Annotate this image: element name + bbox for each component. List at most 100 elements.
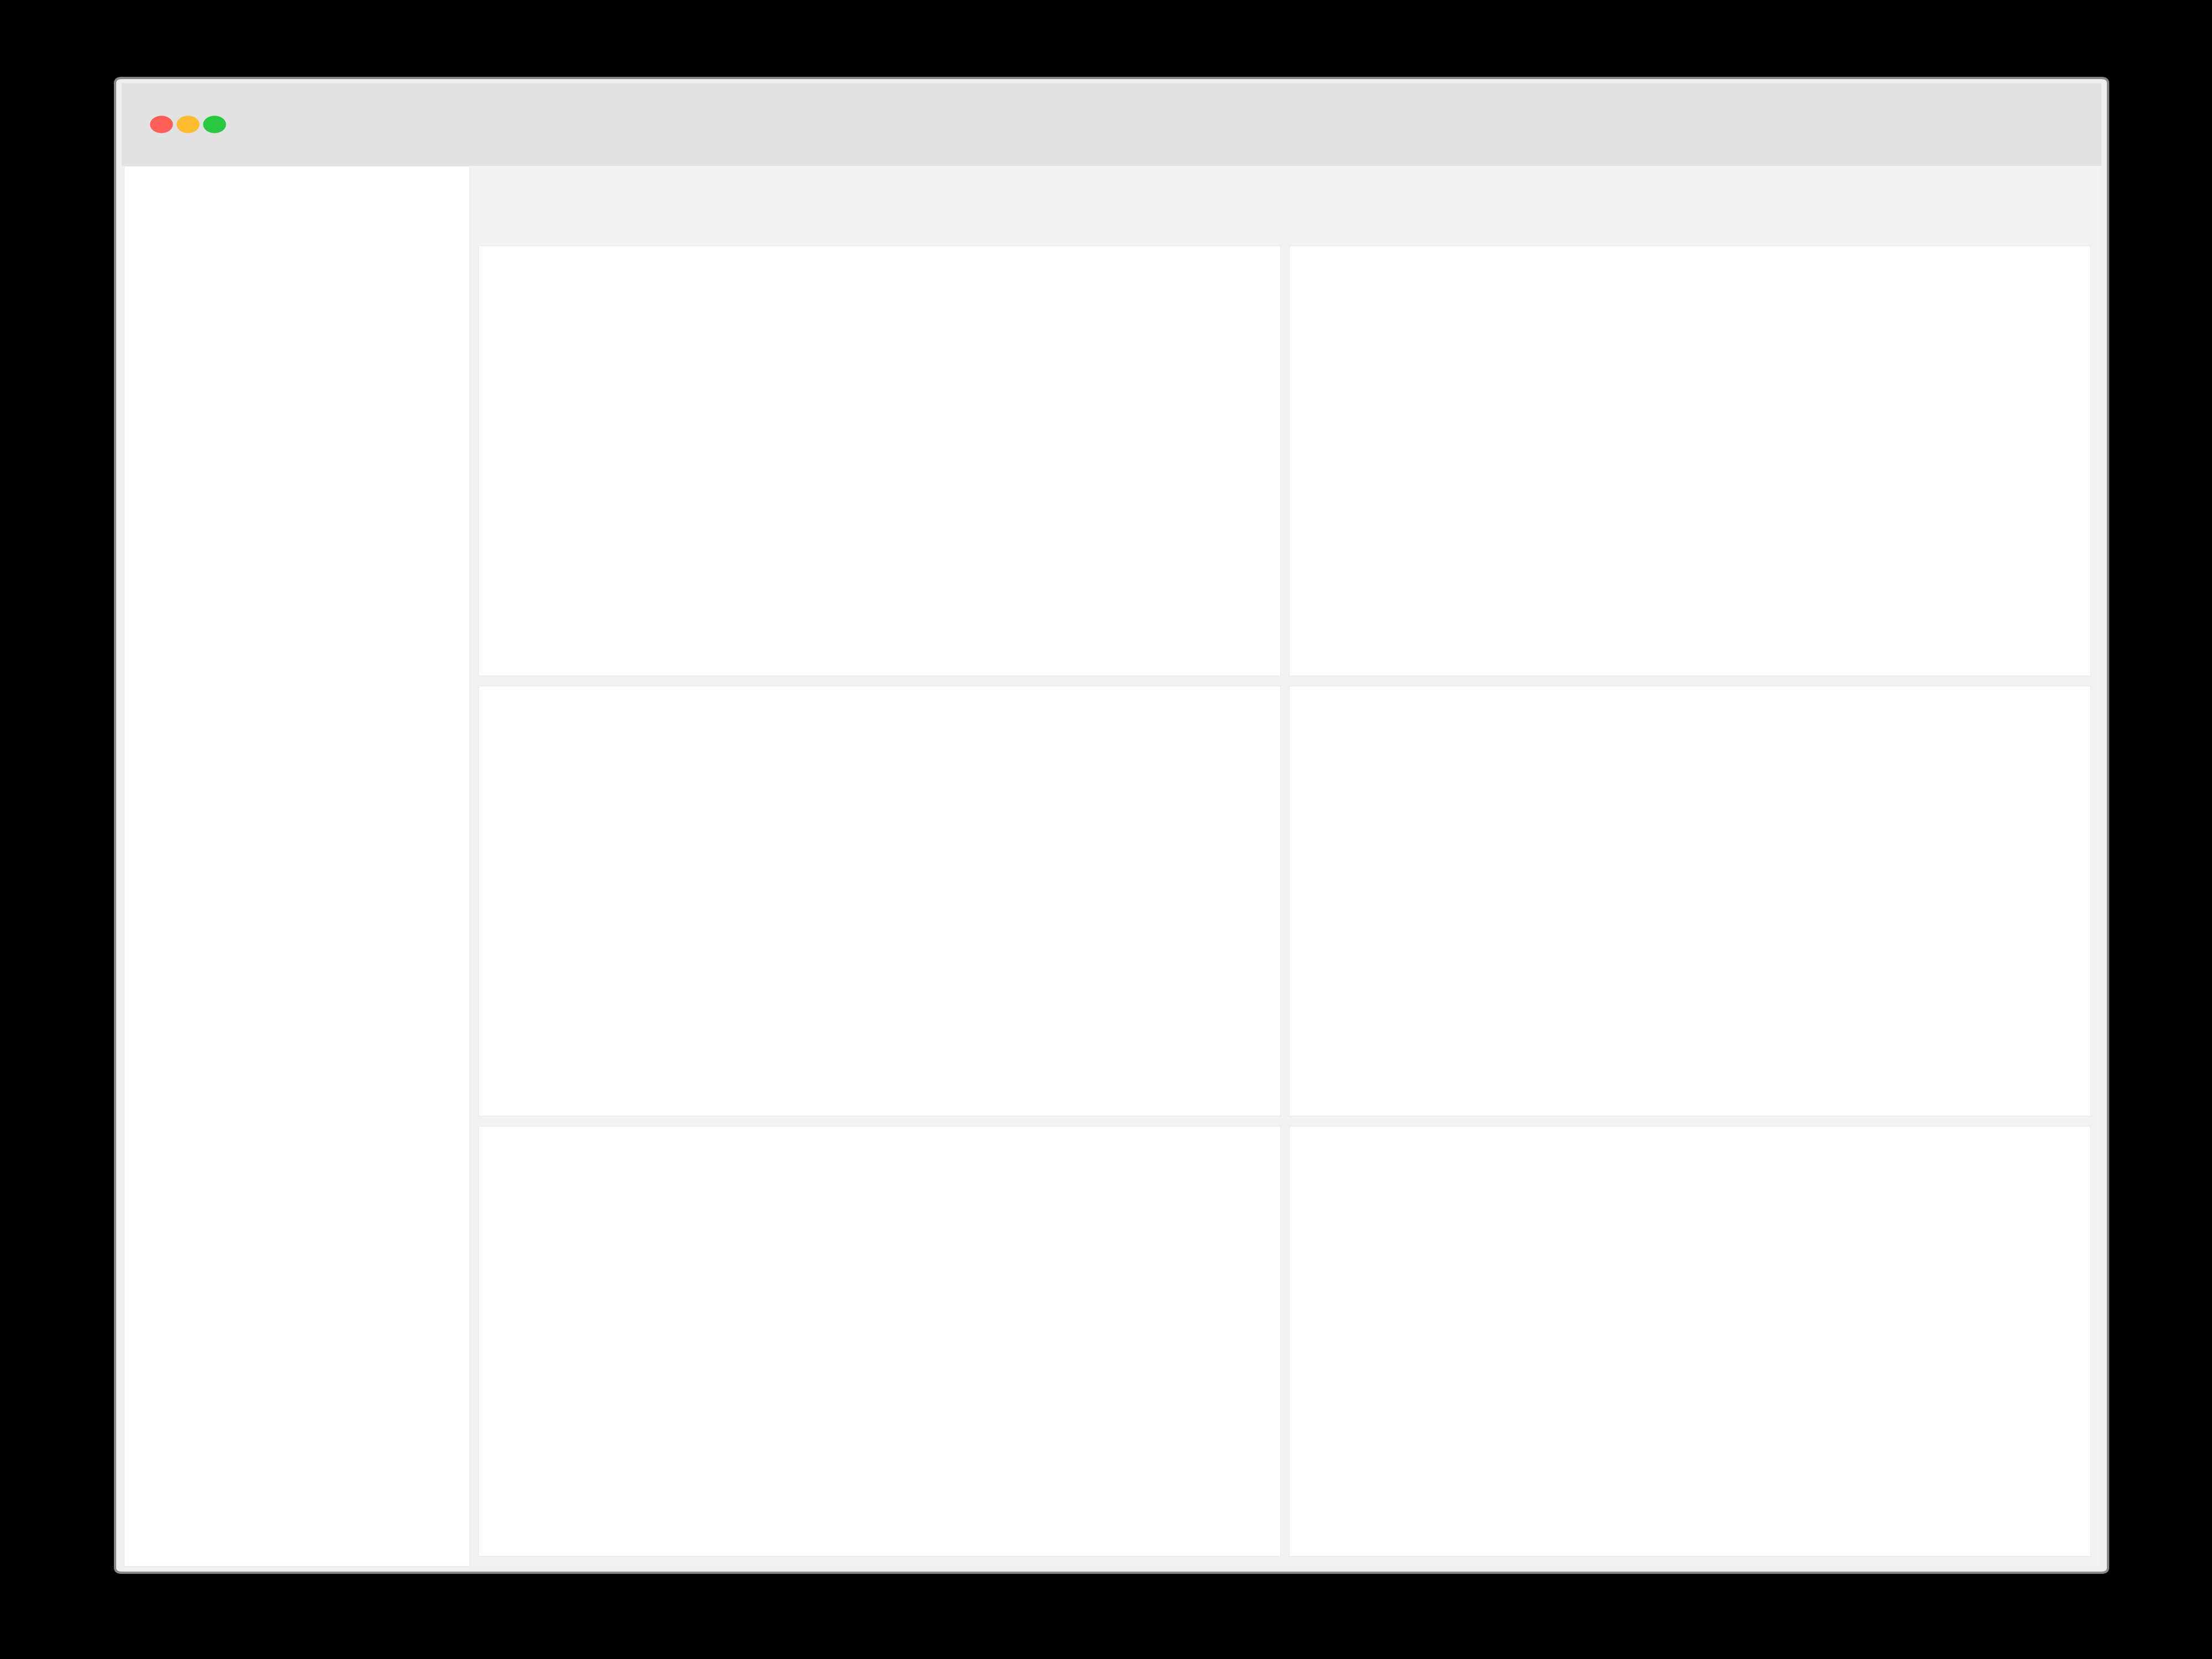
Text: Recruitment Management: Recruitment Management [199,1161,274,1166]
Text: ●: ● [166,455,168,458]
Bar [787,994,823,1022]
Text: AIR: AIR [199,1032,210,1039]
FancyBboxPatch shape [1694,755,1725,771]
Bar [1896,763,1927,1022]
Text: OnePassport  ▾: OnePassport ▾ [1918,197,1969,204]
Bar [1509,768,1540,1022]
Text: ●: ● [166,776,168,780]
Text: Micro-Credentials Register: Micro-Credentials Register [199,518,276,523]
Bar [1728,763,1759,1022]
FancyBboxPatch shape [1493,315,1526,330]
Text: ●: ● [166,841,168,844]
Text: Reports: Reports [199,775,221,780]
Circle shape [1513,187,2099,214]
FancyBboxPatch shape [135,1453,460,1559]
Text: ●: ● [166,1291,168,1294]
Text: # of Employees: # of Employees [728,320,781,327]
Text: Metrics: Metrics [199,839,223,844]
Text: Employment Status - Top Ten: Employment Status - Top Ten [1327,290,1462,300]
Bar [1394,1262,2042,1500]
Bar [1559,763,1593,1022]
Bar [1593,783,1624,1022]
Text: Compliance - Top Ten: Compliance - Top Ten [1327,730,1425,740]
Bar [1478,763,1509,1022]
Bar [1843,771,1876,1022]
Text: Term of Employment: Term of Employment [518,1171,613,1181]
Text: % of Employees: % of Employees [1537,320,1593,327]
Bar [1425,776,1458,1022]
Text: ●: ● [166,1420,168,1423]
Bar [1993,614,2042,620]
Bar [1644,763,1677,1022]
Text: ●: ● [166,1228,168,1231]
Bar [872,591,942,620]
Text: ●: ● [166,904,168,907]
Text: Compliance Register: Compliance Register [199,453,259,458]
Text: ⊕: ⊕ [1997,119,2006,129]
Text: Dashboard: Dashboard [199,324,232,330]
Text: ●: ● [166,1034,168,1037]
Bar [1394,763,1425,1022]
FancyBboxPatch shape [1493,755,1526,771]
Circle shape [1626,187,2212,214]
Bar [1197,1015,1232,1022]
Bar [650,939,686,1022]
Text: ●: ● [166,1355,168,1359]
Text: Average Age of Employees: Average Age of Employees [518,290,641,300]
Text: Job Roles - Top Ten: Job Roles - Top Ten [518,730,602,740]
FancyBboxPatch shape [1493,1196,1526,1211]
Bar [1692,601,1743,620]
Bar [1593,496,1644,620]
Circle shape [1577,187,2163,214]
Bar [925,1002,958,1022]
Text: ●: ● [166,1098,168,1102]
Text: Assets: Assets [199,388,219,395]
Bar [1927,790,1958,1022]
Text: Help Articles and Tutorials: Help Articles and Tutorials [261,1472,332,1478]
FancyBboxPatch shape [684,1196,714,1211]
Bar [856,999,889,1022]
Text: Settings: Settings [199,1418,223,1425]
Text: onepassport.co: onepassport.co [1060,128,1124,136]
Bar [993,1007,1026,1022]
Text: ●: ● [166,519,168,523]
Text: Employment: Employment [199,904,237,909]
Text: Cultural Diversity - Top Ten: Cultural Diversity - Top Ten [1327,1171,1451,1181]
Bar [1062,1010,1095,1022]
Text: + Asset Type  ▾: + Asset Type ▾ [535,197,588,204]
Bar [1159,615,1232,620]
Bar [2011,768,2042,1022]
Bar [1978,763,2011,1022]
Text: # of Employees: # of Employees [728,760,781,766]
Text: Cultural Diversity - Top Ten: Cultural Diversity - Top Ten [1537,1199,1630,1208]
Bar [1128,1012,1164,1022]
Text: Onboarding: Onboarding [199,647,234,652]
Text: ONE: ONE [212,236,228,242]
Bar [719,984,754,1022]
Text: ● Australian Kyud...: ● Australian Kyud... [270,1505,323,1510]
FancyBboxPatch shape [144,166,296,327]
Bar [728,410,799,620]
Text: Archive: Archive [199,1355,221,1360]
Text: ●: ● [166,1163,168,1166]
Text: ●: ● [166,647,168,650]
Bar [584,1261,1232,1500]
Text: ●: ● [166,712,168,715]
Bar [1493,433,1544,620]
Bar [1394,358,1442,620]
Bar [584,781,617,1022]
Text: Right to Work Checks: Right to Work Checks [199,1097,261,1103]
Text: Form Submissions: Form Submissions [199,710,252,717]
Text: Visitor Log: Visitor Log [199,1226,230,1231]
Text: Employment Bands: Employment Bands [199,969,257,974]
Text: Invalid: Invalid [1739,760,1761,766]
Bar [1015,596,1088,620]
Text: ●: ● [166,582,168,586]
Text: ●: ● [166,969,168,972]
Text: PASSPORT: PASSPORT [208,272,232,277]
Text: Performance Management: Performance Management [199,1291,276,1296]
Bar [1812,763,1843,1022]
Bar [584,380,655,620]
Text: ●: ● [166,325,168,328]
Bar [1891,607,1942,620]
